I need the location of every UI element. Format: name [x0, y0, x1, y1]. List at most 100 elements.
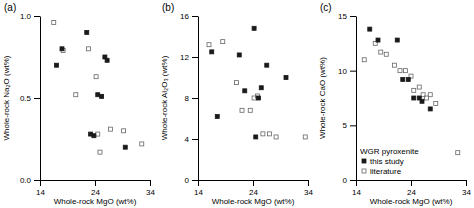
point	[140, 142, 144, 146]
point	[55, 63, 59, 67]
tick-mark	[356, 180, 357, 186]
point	[303, 135, 307, 139]
point	[376, 38, 380, 42]
tick-mark	[192, 180, 198, 181]
tick-label: 14	[194, 188, 203, 197]
point	[221, 40, 225, 44]
panel: 142434051015Whole-rock MgO (wt%)Whole-ro…	[318, 2, 471, 206]
tick: 14	[194, 180, 203, 197]
x-axis-title: Whole-rock MgO (wt%)	[212, 197, 295, 206]
point	[100, 94, 104, 98]
tick: 24	[91, 180, 100, 197]
point	[85, 30, 89, 34]
tick-mark	[350, 16, 356, 17]
point	[215, 114, 219, 118]
tick-mark	[466, 180, 467, 186]
x-axis: 14 24 34	[194, 180, 313, 197]
tick-label: 0	[343, 176, 348, 185]
panel-title: (a)	[4, 2, 16, 13]
point	[401, 77, 405, 81]
panel-title: (b)	[162, 2, 174, 13]
tick-label: 34	[146, 188, 155, 197]
tick-label: 15	[338, 12, 347, 21]
point	[428, 107, 432, 111]
y-axis: 0481216	[180, 12, 198, 185]
series	[52, 21, 144, 155]
tick-mark	[198, 180, 199, 186]
point	[412, 88, 416, 92]
point	[105, 58, 109, 62]
tick-label: 24	[91, 188, 100, 197]
y-axis-title: Whole-rock Na₂O (wt%)	[2, 55, 11, 140]
point	[60, 47, 64, 51]
point	[252, 26, 256, 30]
point	[259, 86, 263, 90]
series	[207, 40, 307, 139]
legend-entry: this study	[370, 157, 404, 166]
tick-mark	[308, 180, 309, 186]
x-axis-title: Whole-rock MgO (wt%)	[54, 197, 137, 206]
tick-label: 34	[304, 188, 313, 197]
series	[210, 26, 288, 139]
tick-mark	[192, 57, 198, 58]
tick-label: 24	[249, 188, 258, 197]
tick: 0.5	[20, 94, 40, 103]
tick-label: 0.0	[20, 176, 32, 185]
point	[362, 58, 366, 62]
tick: 5	[343, 121, 356, 130]
panel: 1424340.00.51.0Whole-rock MgO (wt%)Whole…	[2, 2, 155, 206]
tick-mark	[150, 180, 151, 186]
point	[404, 69, 408, 73]
panel: 1424340481216Whole-rock MgO (wt%)Whole-r…	[160, 2, 313, 206]
point	[265, 63, 269, 67]
tick-label: 34	[462, 188, 471, 197]
point	[98, 150, 102, 154]
point	[243, 89, 247, 93]
axis-line	[356, 17, 357, 181]
tick: 15	[338, 12, 356, 21]
tick-mark	[192, 98, 198, 99]
point	[207, 43, 211, 47]
point	[74, 93, 78, 97]
tick: 0	[185, 176, 198, 185]
y-axis-title: Whole-rock CaO (wt%)	[318, 57, 327, 139]
figure: 1424340.00.51.0Whole-rock MgO (wt%)Whole…	[0, 0, 474, 208]
plot-area	[52, 21, 144, 155]
x-axis: 14 24 34	[36, 180, 155, 197]
tick: 0.0	[20, 176, 40, 185]
point	[420, 99, 424, 103]
series	[368, 27, 433, 111]
point	[86, 47, 90, 51]
point	[434, 101, 438, 105]
tick-mark	[253, 180, 254, 186]
point	[261, 132, 265, 136]
point	[368, 27, 372, 31]
point	[235, 81, 239, 85]
point	[96, 93, 100, 97]
legend: WGR pyroxenitethis studyliterature	[360, 147, 419, 176]
tick-mark	[350, 71, 356, 72]
point	[96, 132, 100, 136]
tick-mark	[34, 98, 40, 99]
point	[393, 63, 397, 67]
tick: 34	[462, 180, 471, 197]
tick: 24	[249, 180, 258, 197]
tick-mark	[34, 180, 40, 181]
tick-mark	[40, 180, 41, 186]
tick-label: 24	[407, 188, 416, 197]
tick: 0	[343, 176, 356, 185]
tick-label: 0	[185, 176, 190, 185]
legend-title: WGR pyroxenite	[360, 147, 419, 156]
series	[362, 41, 460, 154]
tick-mark	[34, 16, 40, 17]
tick-mark	[350, 125, 356, 126]
tick-label: 12	[180, 53, 189, 62]
tick: 12	[180, 53, 198, 62]
point	[237, 53, 241, 57]
point	[395, 38, 399, 42]
plot-area	[207, 26, 307, 139]
point	[406, 77, 410, 81]
tick: 16	[180, 12, 198, 21]
tick-label: 14	[36, 188, 45, 197]
tick-label: 4	[185, 135, 190, 144]
